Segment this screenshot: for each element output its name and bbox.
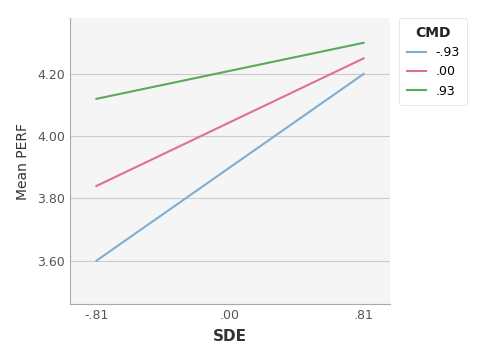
Legend: -.93, .00, .93: -.93, .00, .93 <box>400 18 468 105</box>
X-axis label: SDE: SDE <box>213 329 247 344</box>
Y-axis label: Mean PERF: Mean PERF <box>16 122 30 200</box>
